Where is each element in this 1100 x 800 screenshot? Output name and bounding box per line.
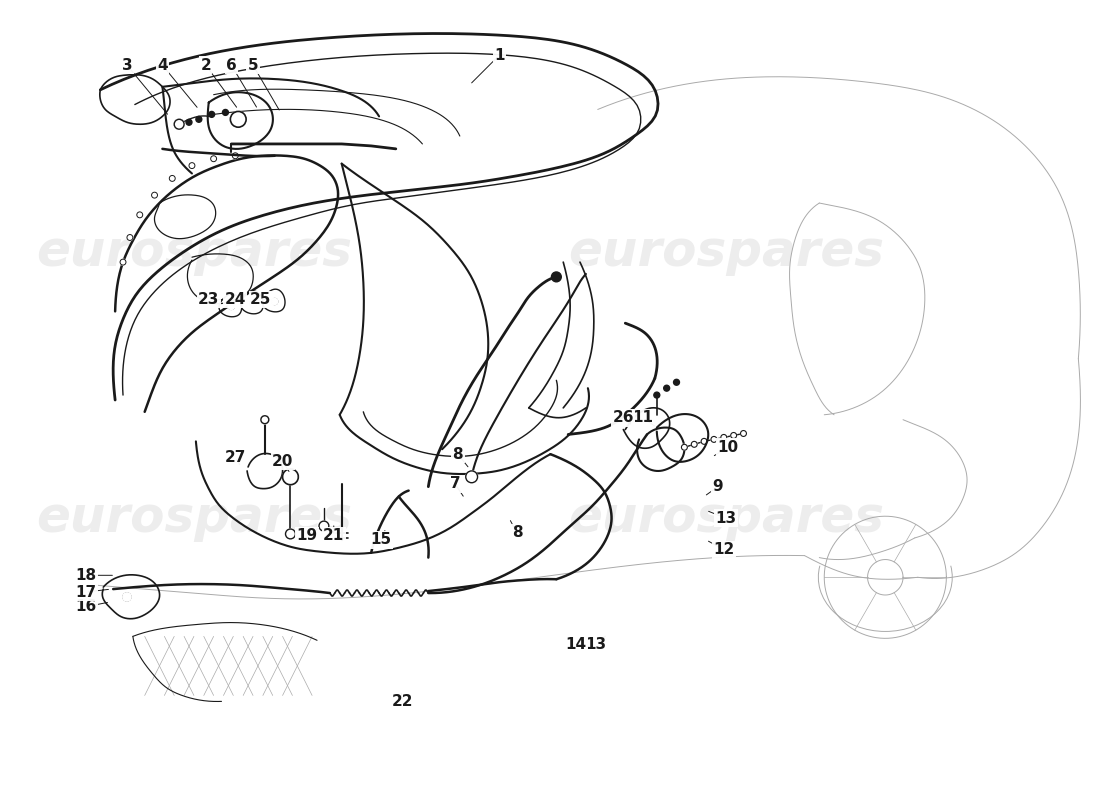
Text: eurospares: eurospares bbox=[36, 228, 352, 276]
Text: 9: 9 bbox=[713, 479, 723, 494]
Text: 8: 8 bbox=[512, 526, 522, 541]
Text: 25: 25 bbox=[250, 292, 272, 307]
Text: 4: 4 bbox=[157, 58, 167, 73]
Text: 19: 19 bbox=[297, 529, 318, 543]
Text: 3: 3 bbox=[122, 58, 132, 73]
Circle shape bbox=[701, 438, 707, 444]
Text: 11: 11 bbox=[632, 410, 653, 426]
Circle shape bbox=[229, 303, 234, 310]
Circle shape bbox=[740, 430, 747, 437]
Text: 13: 13 bbox=[585, 637, 606, 652]
Circle shape bbox=[250, 301, 256, 306]
Text: 6: 6 bbox=[226, 58, 236, 73]
Circle shape bbox=[730, 433, 737, 438]
Circle shape bbox=[663, 386, 670, 391]
Circle shape bbox=[211, 156, 217, 162]
Text: 14: 14 bbox=[565, 637, 586, 652]
Circle shape bbox=[232, 153, 239, 158]
Text: 18: 18 bbox=[75, 568, 96, 583]
Circle shape bbox=[286, 529, 296, 539]
Circle shape bbox=[152, 192, 157, 198]
Text: eurospares: eurospares bbox=[36, 494, 352, 542]
Circle shape bbox=[174, 119, 184, 129]
Circle shape bbox=[272, 298, 277, 305]
Circle shape bbox=[174, 119, 184, 129]
Text: 17: 17 bbox=[75, 585, 96, 599]
Circle shape bbox=[222, 110, 229, 115]
Circle shape bbox=[261, 416, 268, 424]
Circle shape bbox=[465, 471, 477, 482]
Text: 23: 23 bbox=[198, 292, 219, 307]
Text: 21: 21 bbox=[323, 529, 344, 543]
Circle shape bbox=[468, 473, 475, 481]
Circle shape bbox=[209, 111, 214, 118]
Text: 13: 13 bbox=[715, 510, 736, 526]
Circle shape bbox=[261, 416, 268, 424]
Circle shape bbox=[691, 442, 697, 447]
Circle shape bbox=[136, 212, 143, 218]
Circle shape bbox=[189, 162, 195, 169]
Circle shape bbox=[230, 111, 246, 127]
Text: 2: 2 bbox=[200, 58, 211, 73]
Circle shape bbox=[123, 593, 131, 601]
Text: 24: 24 bbox=[224, 292, 246, 307]
Text: eurospares: eurospares bbox=[568, 228, 883, 276]
Text: 8: 8 bbox=[452, 446, 463, 462]
Circle shape bbox=[283, 469, 298, 485]
Text: 27: 27 bbox=[224, 450, 246, 465]
Text: 12: 12 bbox=[713, 542, 735, 557]
Circle shape bbox=[551, 272, 561, 282]
Circle shape bbox=[174, 119, 184, 129]
Circle shape bbox=[169, 175, 175, 182]
Circle shape bbox=[126, 234, 133, 241]
Circle shape bbox=[229, 303, 234, 310]
Circle shape bbox=[186, 119, 192, 126]
Circle shape bbox=[120, 259, 127, 265]
Circle shape bbox=[123, 593, 131, 601]
Text: 1: 1 bbox=[494, 48, 505, 62]
Text: 15: 15 bbox=[371, 532, 392, 547]
Circle shape bbox=[653, 392, 660, 398]
Text: 7: 7 bbox=[450, 476, 460, 491]
Circle shape bbox=[319, 521, 329, 531]
Text: eurospares: eurospares bbox=[568, 494, 883, 542]
Circle shape bbox=[681, 444, 688, 450]
Text: 20: 20 bbox=[272, 454, 294, 469]
Circle shape bbox=[196, 116, 201, 122]
Circle shape bbox=[261, 416, 268, 424]
Circle shape bbox=[673, 379, 680, 386]
Circle shape bbox=[250, 301, 256, 306]
Text: 16: 16 bbox=[75, 599, 96, 614]
Text: 10: 10 bbox=[717, 440, 738, 454]
Circle shape bbox=[287, 531, 294, 537]
Circle shape bbox=[720, 434, 727, 440]
Circle shape bbox=[711, 437, 717, 442]
Text: 22: 22 bbox=[392, 694, 414, 709]
Text: 26: 26 bbox=[613, 410, 634, 426]
Text: 5: 5 bbox=[248, 58, 258, 73]
Circle shape bbox=[272, 298, 277, 305]
